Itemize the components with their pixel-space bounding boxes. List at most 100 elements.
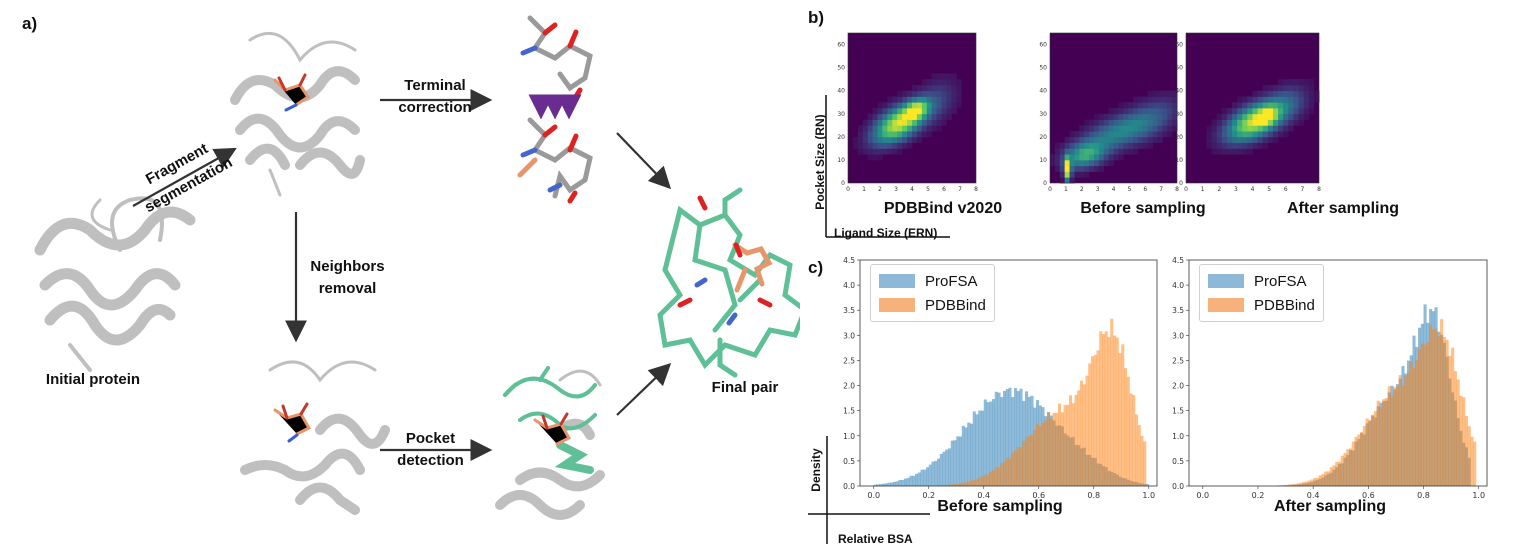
heatmap-cell	[1257, 142, 1264, 149]
hist-y-tick: 2.0	[1172, 382, 1184, 391]
heatmap-cell	[1242, 108, 1248, 115]
hist-bar-profsa	[898, 479, 902, 486]
heatmap-cell	[882, 108, 888, 115]
heatmap-cell	[926, 113, 933, 120]
heatmap-cell	[1211, 131, 1218, 138]
heatmap-cell	[1084, 136, 1090, 144]
pocket-residues	[503, 366, 597, 474]
neighbors-ligand	[273, 402, 312, 443]
heatmap-cell	[1054, 142, 1061, 149]
heatmap-cell	[931, 125, 938, 132]
heatmap-cell	[926, 90, 933, 97]
initial-protein-label: Initial protein	[45, 371, 141, 388]
hist-bar-profsa	[983, 399, 987, 486]
heatmap-cell	[1079, 171, 1085, 178]
heatmap-cell	[1272, 113, 1279, 120]
hist-bar-pdbbind	[1390, 396, 1394, 486]
hist-bar-pdbbind	[1384, 398, 1388, 486]
heatmap-y-tick: 30	[1039, 111, 1047, 118]
heatmap-title-3: After sampling	[1286, 200, 1399, 217]
hist-x-tick: 0.4	[1307, 491, 1320, 500]
heatmap-cell	[1157, 119, 1163, 126]
hist-bar-pdbbind	[1343, 452, 1347, 486]
heatmap-cell	[921, 119, 928, 126]
hist-bar-pdbbind	[1066, 404, 1070, 486]
hist-bar-pdbbind	[972, 479, 976, 486]
heatmap-cell	[1064, 165, 1070, 172]
heatmap-cell	[1089, 148, 1095, 155]
heatmap-cell	[1167, 131, 1173, 138]
heatmap-cell	[1298, 113, 1305, 120]
heatmap-x-tick: 1	[1201, 186, 1205, 193]
hist-bar-profsa	[909, 475, 913, 486]
heatmap-cell	[872, 142, 878, 149]
hist-bar-profsa	[917, 472, 921, 486]
hist-bar-pdbbind	[1118, 353, 1122, 486]
arrow-fragment-segmentation	[132, 147, 237, 207]
heatmap-cell	[1278, 79, 1284, 86]
heatmap-cell	[1247, 113, 1253, 120]
heatmap-cell	[926, 96, 933, 103]
heatmap-cell	[1172, 96, 1178, 103]
legend-item-profsa-2: ProFSA	[1208, 269, 1315, 293]
heatmap-cell	[1142, 142, 1149, 149]
heatmap-cell	[1172, 102, 1178, 109]
heatmap-cell	[1221, 119, 1228, 126]
heatmap-x-tick: 4	[1112, 186, 1116, 193]
heatmap-cell	[1152, 125, 1158, 132]
heatmap-cell	[1108, 131, 1114, 138]
heatmap-cell	[1221, 142, 1228, 149]
heatmap-cell	[1283, 131, 1289, 138]
heatmap-cell	[1123, 148, 1129, 155]
heatmap-x-tick: 6	[1143, 186, 1147, 193]
heatmap-cell	[1157, 113, 1163, 120]
heatmap-cell	[1137, 102, 1144, 109]
heatmap-cell	[926, 102, 933, 109]
heatmap-cell	[1079, 131, 1085, 138]
heatmap-cell	[1167, 90, 1173, 97]
heatmap-cell	[1137, 136, 1144, 144]
heatmap-cell	[897, 142, 903, 149]
hist-bar-pdbbind	[1335, 461, 1339, 486]
heatmap-cell	[1283, 119, 1289, 126]
hist-bar-pdbbind	[1426, 342, 1430, 486]
hist-bar-pdbbind	[1307, 480, 1311, 486]
heatmap-cell	[1172, 119, 1178, 126]
heatmap-ylabel: Pocket Size (RN)	[813, 114, 827, 210]
heatmap-cell	[1272, 125, 1279, 132]
heatmap-cell	[1113, 136, 1119, 144]
heatmap-cell	[1079, 136, 1085, 144]
hist-bar-pdbbind	[1360, 432, 1364, 486]
arrow-to-final-bottom	[616, 362, 672, 416]
heatmap-cell	[897, 119, 903, 126]
hist-bar-pdbbind	[961, 482, 965, 486]
heatmap-cell	[1283, 108, 1289, 115]
hist-bar-pdbbind	[1091, 356, 1095, 486]
hist-y-tick: 0.0	[1172, 482, 1184, 491]
hist-bar-profsa	[890, 482, 894, 486]
heatmap-cell	[1221, 113, 1228, 120]
hist-bar-pdbbind	[994, 467, 998, 486]
heatmap-cell	[931, 119, 938, 126]
hist-bar-pdbbind	[997, 467, 1001, 486]
heatmap-cell	[1226, 136, 1233, 144]
heatmap-cell	[892, 125, 898, 132]
heatmap-cell	[867, 131, 874, 138]
heatmap-y-tick: 50	[1039, 65, 1047, 72]
heatmap-xlabel: Ligand Size (ERN)	[834, 226, 938, 240]
heatmap-cell	[1137, 119, 1144, 126]
heatmap-cell	[1216, 148, 1223, 155]
heatmap-cell	[1084, 131, 1090, 138]
heatmap-cell	[1084, 165, 1090, 172]
hist-bar-profsa	[884, 483, 888, 486]
heatmap-x-tick: 7	[1300, 186, 1304, 193]
hist-bar-pdbbind	[945, 484, 949, 486]
heatmap-x-tick: 0	[846, 186, 850, 193]
legend-label-profsa-2: ProFSA	[1254, 272, 1307, 290]
heatmap-cell	[1162, 96, 1168, 103]
hist-bar-pdbbind	[1462, 397, 1466, 486]
heatmap-cell	[1133, 142, 1139, 149]
heatmap-cell	[867, 136, 874, 144]
heatmap-cell	[921, 125, 928, 132]
heatmap-x-tick: 2	[1217, 186, 1221, 193]
